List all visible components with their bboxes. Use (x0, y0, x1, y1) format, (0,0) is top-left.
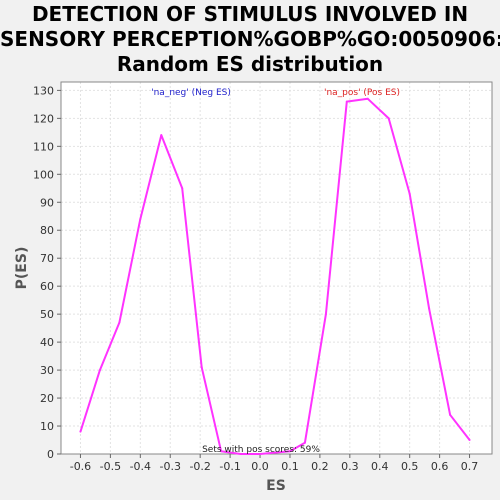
y-tick-label: 0 (47, 448, 54, 461)
data-point (220, 450, 223, 453)
data-point (387, 117, 390, 120)
y-tick-label: 60 (40, 280, 54, 293)
data-point (98, 369, 101, 372)
x-tick-label: -0.4 (130, 460, 151, 473)
y-tick-label: 70 (40, 252, 54, 265)
x-tick-label: -0.3 (160, 460, 181, 473)
grid (61, 82, 492, 455)
data-point (303, 441, 306, 444)
x-tick-label: 0.7 (461, 460, 479, 473)
x-tick-label: -0.5 (100, 460, 121, 473)
x-tick-label: -0.1 (219, 460, 240, 473)
es-distribution-line (79, 97, 471, 455)
y-tick-label: 130 (33, 84, 54, 97)
chart-title-line-3: Random ES distribution (116, 52, 384, 76)
series-layer (79, 97, 471, 455)
y-tick-label: 90 (40, 196, 54, 209)
x-tick-label: 0.5 (401, 460, 419, 473)
data-point (239, 453, 242, 455)
plot-border (60, 81, 493, 455)
y-tick-label: 30 (40, 364, 54, 377)
x-tick-label: 0.4 (371, 460, 389, 473)
chart-title-line-2: SENSORY PERCEPTION%GOBP%GO:0050906: (0, 27, 500, 51)
axes: -0.6 -0.5 -0.4 -0.3 -0.2 -0.1 0.0 0.1 0.2 0.3 0.4 0… (33, 81, 493, 473)
plot-background (61, 82, 492, 454)
data-point (200, 366, 203, 369)
x-tick-label: -0.2 (189, 460, 210, 473)
data-point (259, 453, 262, 455)
data-point (449, 413, 452, 416)
x-tick-label: 0.6 (431, 460, 449, 473)
footer-annotation: Sets with pos scores: 59% (202, 445, 320, 455)
data-point (324, 313, 327, 316)
x-tick-label: 0.0 (251, 460, 269, 473)
y-tick-label: 110 (33, 140, 54, 153)
data-point (366, 97, 369, 100)
data-point (79, 430, 82, 433)
data-point (288, 450, 291, 453)
data-point (139, 218, 142, 221)
y-axis-label: P(ES) (14, 247, 30, 290)
x-tick-label: 0.3 (341, 460, 359, 473)
x-tick-label: 0.2 (311, 460, 329, 473)
data-point (118, 321, 121, 324)
y-tick-label: 40 (40, 336, 54, 349)
y-tick-label: 120 (33, 112, 54, 125)
y-tick-label: 80 (40, 224, 54, 237)
neg-annotation: 'na_neg' (Neg ES) (151, 88, 231, 98)
x-axis-label: ES (266, 478, 286, 494)
x-tick-label: -0.6 (70, 460, 91, 473)
y-tick-label: 50 (40, 308, 54, 321)
pos-annotation: 'na_pos' (Pos ES) (324, 88, 400, 98)
data-point (428, 307, 431, 310)
y-tick-label: 20 (40, 392, 54, 405)
chart-title: DETECTION OF STIMULUS INVOLVED IN SENSOR… (0, 2, 500, 77)
x-tick-label: 0.1 (281, 460, 299, 473)
data-point (468, 439, 471, 442)
data-point (181, 187, 184, 190)
data-point (345, 100, 348, 103)
y-tick-label: 10 (40, 420, 54, 433)
data-point (408, 192, 411, 195)
y-tick-label: 100 (33, 168, 54, 181)
data-point (160, 134, 163, 137)
chart-title-line-1: DETECTION OF STIMULUS INVOLVED IN (31, 2, 469, 26)
